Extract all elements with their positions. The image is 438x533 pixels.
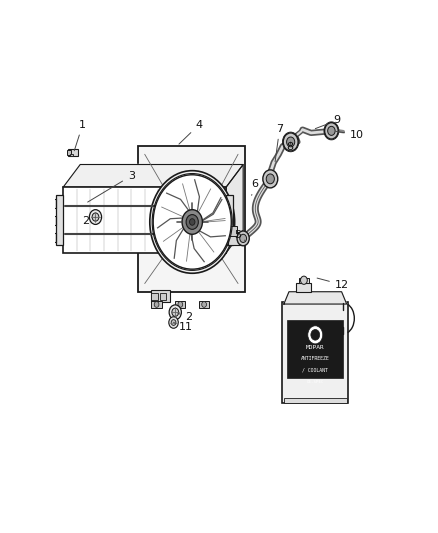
Bar: [199, 301, 209, 308]
Bar: [138, 146, 245, 292]
Polygon shape: [226, 165, 243, 253]
Circle shape: [178, 302, 183, 308]
Bar: [152, 290, 170, 302]
Circle shape: [169, 305, 181, 320]
Circle shape: [286, 137, 295, 147]
Text: 7: 7: [275, 124, 283, 161]
Bar: [284, 398, 346, 402]
Circle shape: [328, 126, 335, 135]
Circle shape: [92, 213, 99, 221]
Text: 1: 1: [74, 119, 86, 151]
Circle shape: [172, 308, 179, 317]
Circle shape: [190, 219, 195, 225]
Bar: [63, 187, 226, 253]
Circle shape: [171, 320, 176, 325]
Text: 9: 9: [315, 116, 340, 128]
Circle shape: [237, 231, 249, 246]
Text: 6: 6: [251, 179, 258, 195]
Circle shape: [263, 170, 278, 188]
Bar: [282, 302, 348, 402]
Bar: [50, 216, 57, 225]
Bar: [68, 149, 78, 156]
Text: MOPAR: MOPAR: [306, 345, 325, 350]
Circle shape: [89, 209, 102, 224]
Text: 4: 4: [179, 119, 203, 144]
Circle shape: [308, 326, 323, 344]
Bar: [50, 233, 57, 243]
Text: 8: 8: [286, 142, 294, 152]
Bar: [226, 195, 233, 245]
Text: 10: 10: [336, 130, 364, 140]
Bar: [228, 232, 240, 245]
Bar: [160, 293, 166, 300]
Circle shape: [266, 174, 274, 184]
Bar: [67, 150, 71, 155]
Circle shape: [311, 329, 320, 340]
Polygon shape: [284, 292, 346, 304]
Text: ANTIFREEZE: ANTIFREEZE: [301, 356, 330, 361]
Bar: [80, 165, 243, 230]
Circle shape: [325, 123, 338, 139]
Text: / COOLANT: / COOLANT: [302, 368, 328, 373]
Bar: [152, 293, 158, 300]
Bar: [287, 320, 343, 378]
Text: 12: 12: [317, 278, 349, 289]
Text: OE-SPEC: OE-SPEC: [307, 379, 324, 384]
Text: 11: 11: [173, 322, 193, 332]
Bar: [299, 278, 309, 282]
Bar: [175, 301, 185, 308]
Circle shape: [154, 302, 159, 308]
Circle shape: [283, 133, 298, 151]
Text: 2: 2: [178, 312, 193, 322]
Bar: [152, 301, 162, 308]
Polygon shape: [63, 165, 243, 187]
Circle shape: [240, 235, 247, 243]
Text: 3: 3: [88, 171, 135, 202]
Circle shape: [202, 302, 206, 308]
Bar: [56, 195, 63, 245]
Circle shape: [300, 276, 307, 284]
Circle shape: [186, 215, 198, 229]
Circle shape: [153, 175, 231, 269]
Text: 5: 5: [235, 230, 245, 240]
Bar: [228, 226, 237, 236]
Bar: [296, 282, 311, 292]
Circle shape: [150, 171, 235, 273]
Text: 2: 2: [83, 216, 95, 226]
Circle shape: [182, 209, 202, 235]
Bar: [50, 199, 57, 207]
Circle shape: [169, 317, 178, 328]
Bar: [70, 154, 73, 156]
